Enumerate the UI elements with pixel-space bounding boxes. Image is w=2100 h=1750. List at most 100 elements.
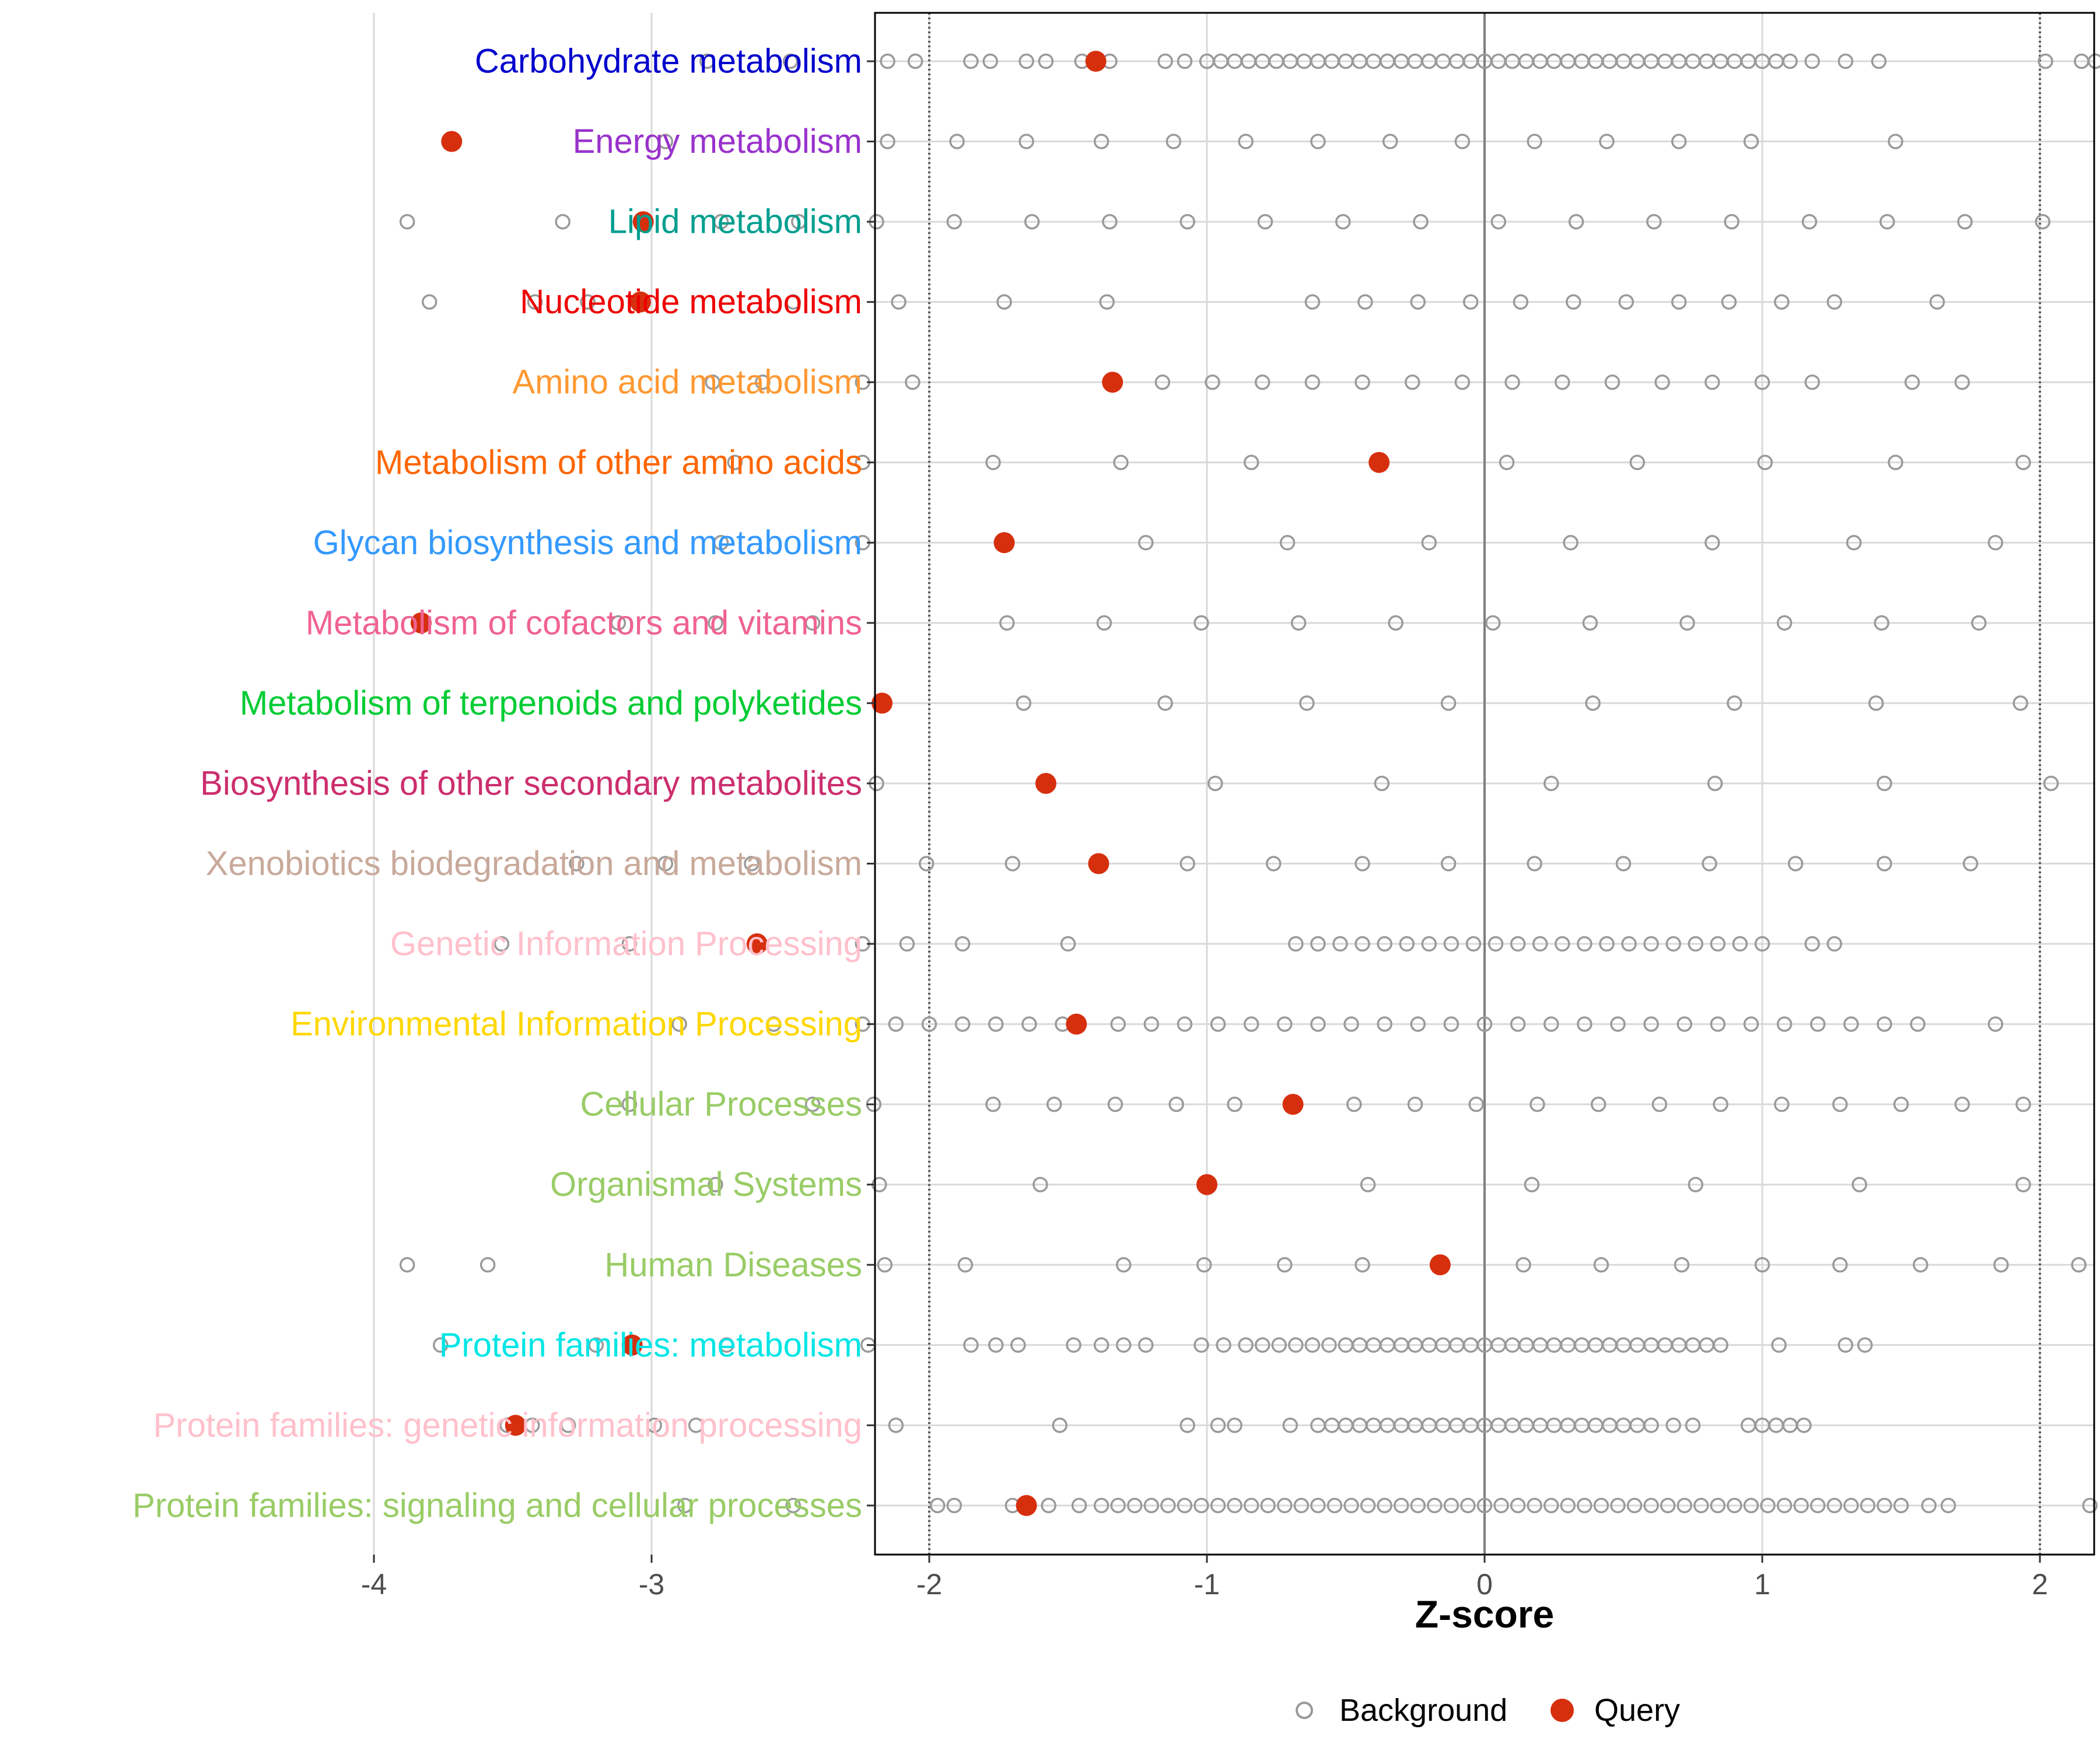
background-point: [782, 53, 799, 69]
background-point: [1210, 1418, 1226, 1433]
background-point: [1568, 214, 1584, 230]
background-point: [1377, 1497, 1392, 1514]
background-point: [1543, 1016, 1559, 1032]
background-point: [1877, 775, 1892, 792]
background-point: [1826, 936, 1843, 952]
query-point: [1066, 1013, 1087, 1035]
background-point: [1382, 134, 1398, 149]
background-point: [1510, 1016, 1526, 1032]
background-point: [1710, 1016, 1726, 1032]
background-point: [1904, 374, 1920, 390]
background-point: [1096, 615, 1112, 631]
category-label: Xenobiotics biodegradation and metabolis…: [206, 845, 862, 883]
background-point: [1954, 1096, 1970, 1112]
query-point: [410, 612, 432, 634]
background-point: [1810, 1016, 1826, 1032]
query-point: [1196, 1174, 1217, 1195]
background-point: [1485, 615, 1501, 631]
background-point: [1243, 1497, 1259, 1514]
background-point: [907, 53, 923, 69]
background-point: [1776, 1016, 1793, 1032]
background-point: [1210, 1497, 1226, 1514]
background-point: [1310, 1016, 1326, 1032]
background-point: [954, 936, 971, 952]
background-point: [946, 214, 963, 230]
x-tick-label: -3: [639, 1568, 664, 1601]
background-point: [2082, 1497, 2098, 1514]
background-point: [1804, 936, 1820, 952]
background-point: [1510, 1497, 1526, 1514]
background-point: [713, 214, 729, 230]
background-point: [1377, 1016, 1392, 1032]
background-point: [1868, 695, 1884, 711]
background-point: [1838, 1337, 1854, 1353]
background-point: [888, 1418, 904, 1433]
category-label: Amino acid metabolism: [512, 363, 862, 401]
background-point: [555, 214, 570, 230]
background-point: [1227, 1418, 1242, 1433]
background-point: [432, 1337, 449, 1353]
background-point: [888, 1016, 904, 1032]
background-point: [1024, 214, 1040, 230]
background-point: [1093, 1497, 1110, 1514]
background-point: [1465, 936, 1482, 952]
background-point: [1610, 1497, 1626, 1514]
background-point: [1665, 1418, 1681, 1433]
background-point: [1843, 1016, 1859, 1032]
background-point: [2043, 775, 2059, 792]
background-point: [1743, 1016, 1759, 1032]
background-point: [1599, 134, 1615, 149]
background-point: [1555, 374, 1570, 390]
background-point: [1954, 374, 1970, 390]
background-point: [1357, 294, 1373, 310]
x-axis: -4-3-2-101234: [361, 1555, 2048, 1601]
background-point: [1555, 936, 1570, 952]
query-point: [1368, 452, 1390, 473]
background-point: [1440, 856, 1457, 872]
background-point: [1454, 374, 1471, 390]
background-point: [2013, 695, 2028, 711]
background-point: [1760, 1497, 1776, 1514]
category-label: Carbohydrate metabolism: [475, 43, 862, 80]
background-point: [1052, 1418, 1068, 1433]
query-point: [441, 131, 463, 152]
background-point: [1168, 1096, 1184, 1112]
background-point: [1754, 1257, 1770, 1273]
background-point: [494, 936, 510, 952]
category-label: Protein families: metabolism: [439, 1326, 862, 1364]
background-point: [1910, 1016, 1926, 1032]
background-point: [1543, 775, 1559, 792]
background-point: [1019, 53, 1034, 69]
background-point: [1610, 1016, 1626, 1032]
background-point: [946, 1497, 963, 1514]
background-point: [899, 936, 915, 952]
background-point: [1410, 1016, 1426, 1032]
background-point: [1115, 1257, 1132, 1273]
background-point: [1443, 1016, 1460, 1032]
background-point: [1888, 134, 1903, 149]
background-point: [1743, 134, 1759, 149]
background-point: [949, 134, 965, 149]
background-point: [1957, 214, 1973, 230]
category-label: Metabolism of cofactors and vitamins: [306, 604, 862, 642]
category-label: Protein families: signaling and cellular…: [132, 1486, 862, 1524]
background-point: [1041, 1497, 1056, 1514]
background-point: [1277, 1257, 1293, 1273]
background-point: [755, 374, 771, 390]
background-point: [1177, 1497, 1193, 1514]
background-point: [1113, 454, 1129, 470]
background-point: [1643, 1418, 1659, 1433]
background-point: [1110, 1497, 1126, 1514]
background-point: [1585, 695, 1601, 711]
background-point: [1354, 374, 1370, 390]
background-point: [1874, 615, 1889, 631]
background-point: [1615, 856, 1632, 872]
background-point: [1810, 1497, 1826, 1514]
background-point: [1516, 1257, 1531, 1273]
background-point: [1987, 535, 2004, 551]
background-point: [1227, 1096, 1242, 1112]
background-point: [1879, 214, 1895, 230]
background-point: [1238, 134, 1254, 149]
category-label: Protein families: genetic information pr…: [153, 1406, 862, 1444]
background-point: [1590, 1096, 1606, 1112]
